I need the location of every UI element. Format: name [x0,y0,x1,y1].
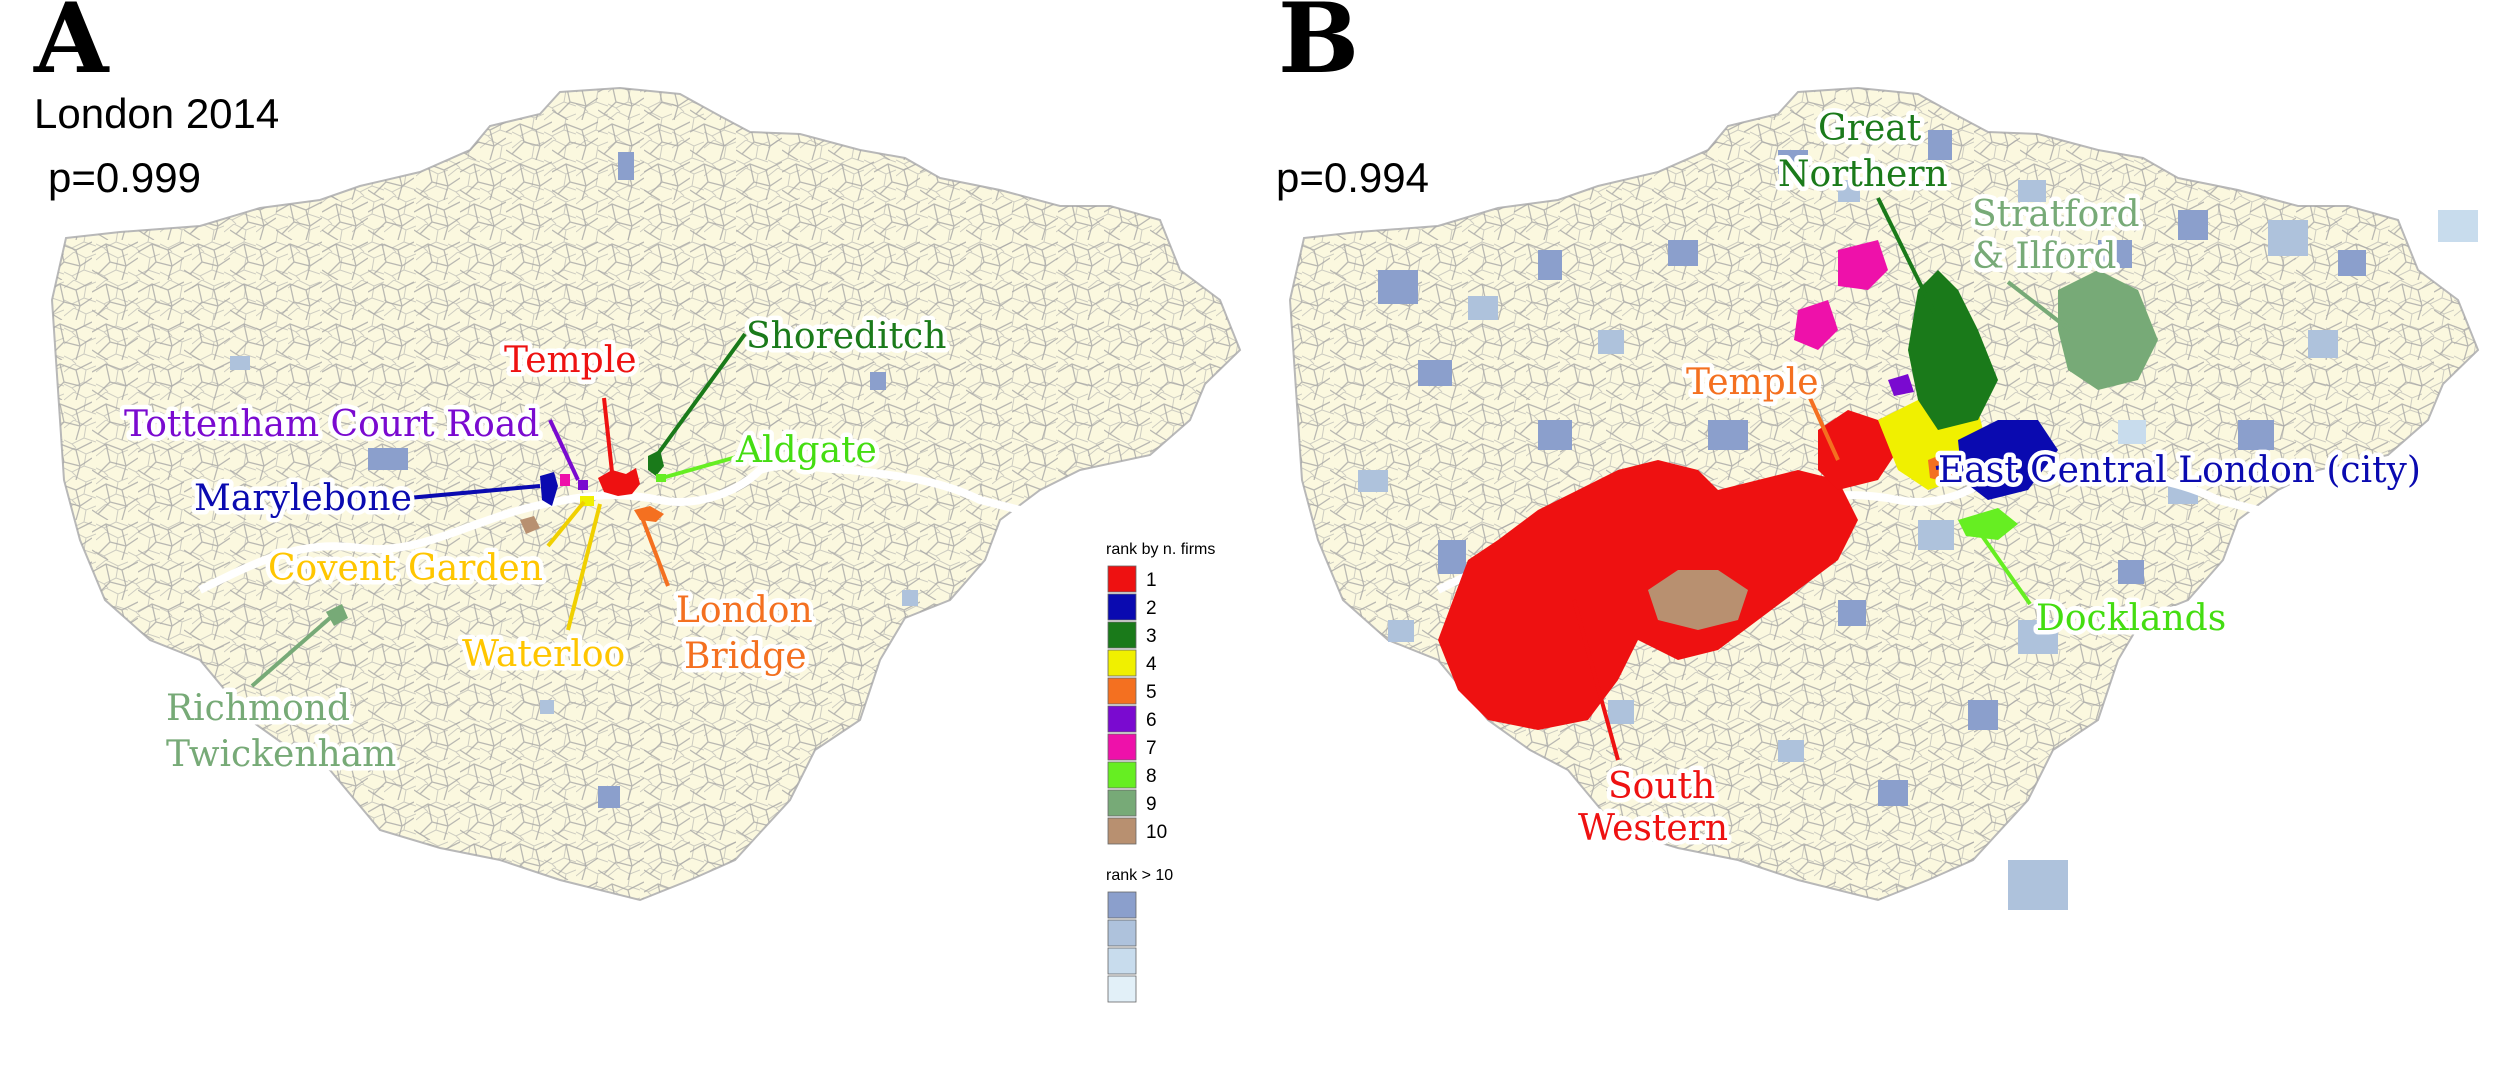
cluster-temple-a [598,468,640,496]
panel-b-p-value: p=0.994 [1276,154,1429,201]
cluster-shoreditch-a [648,450,664,476]
legend-rank-swatches: 1 2 3 4 5 6 7 8 9 10 [1107,565,1167,845]
legend-label-rank-9: 9 [1146,794,1157,815]
thames-river-a [198,461,1081,594]
cluster-aldgate-a [656,474,666,482]
legend-swatch-rank-3 [1107,621,1137,649]
labels-b: Great Northern Stratford & Ilford Temple… [1574,104,2426,854]
cluster-great-northern-b [1908,270,1998,430]
cluster-richmond-a [326,604,348,626]
legend-label-rank-4: 4 [1146,654,1157,675]
legend-label-rank-10: 10 [1146,822,1167,843]
legend-swatch-rank-8 [1107,761,1137,789]
label-marylebone-a: Marylebone [194,478,412,519]
label-ilford-b: & Ilford [1972,236,2116,277]
legend-label-rank-2: 2 [1146,598,1157,619]
legend-gt10-swatches [1107,891,1137,1003]
leader-lines-b [1572,197,2072,761]
panel-b: B p=0.994 [1276,0,2480,910]
legend-title-gt10: rank > 10 [1106,867,1173,884]
cluster-south-western-b [1438,460,1858,730]
cluster-stratford-b [2058,270,2158,390]
label-temple-b: Temple [1686,362,1819,403]
legend-title: rank by n. firms [1106,541,1215,558]
rank-gt10-wards-a [230,152,918,808]
label-london-a: London [676,590,813,631]
legend-swatch-rank-6 [1107,705,1137,733]
label-great-b: Great [1818,108,1922,149]
legend-swatch-gt10-4 [1107,975,1137,1003]
cluster-covent-garden-a [580,496,594,506]
label-western-b: Western [1578,808,1728,849]
panel-a-letter: A [33,0,110,95]
panel-b-letter: B [1278,0,1359,95]
label-south-b: South [1608,766,1715,807]
label-aldgate-a: Aldgate [735,430,877,471]
label-richmond-a: Richmond [166,688,350,729]
legend-swatch-rank-7 [1107,733,1137,761]
panel-a-p-value: p=0.999 [48,154,201,201]
label-tottenham-court-road-a: Tottenham Court Road [124,404,539,445]
legend-label-rank-8: 8 [1146,766,1157,787]
legend-label-rank-3: 3 [1146,626,1157,647]
legend-swatch-gt10-1 [1107,891,1137,919]
legend-label-rank-7: 7 [1146,738,1157,759]
panel-a: A London 2014 p=0.999 [33,0,1242,902]
label-covent-garden-a: Covent Garden [268,548,543,589]
london-map-a [50,86,1242,902]
legend-swatch-rank-2 [1107,593,1137,621]
legend-swatch-rank-5 [1107,677,1137,705]
panel-a-title: London 2014 [34,90,279,137]
label-twickenham-a: Twickenham [166,734,396,775]
cluster-tottenham-a [578,480,588,490]
label-stratford-b: Stratford [1972,194,2140,235]
cluster-marylebone-a [540,472,558,506]
legend-swatch-rank-10 [1107,817,1137,845]
legend-label-rank-6: 6 [1146,710,1157,731]
cluster-east-central-b [1958,420,2058,500]
legend-label-rank-5: 5 [1146,682,1157,703]
label-bridge-a: Bridge [684,636,807,677]
legend: rank by n. firms 1 2 3 4 5 6 7 8 9 10 rank > 10 [1106,541,1215,1003]
label-east-central-b: East Central London (city) [1938,450,2421,491]
cluster-docklands-b [1958,508,2018,540]
labels-a: Temple Shoreditch Tottenham Court Road A… [120,312,951,780]
label-temple-a: Temple [504,340,637,381]
leader-lines-a [250,332,747,688]
label-waterloo-a: Waterloo [462,634,625,675]
legend-swatch-rank-9 [1107,789,1137,817]
legend-swatch-rank-1 [1107,565,1137,593]
label-docklands-b: Docklands [2036,598,2226,639]
label-northern-b: Northern [1778,154,1948,195]
legend-swatch-rank-4 [1107,649,1137,677]
london-map-b [1288,86,2480,910]
legend-swatch-gt10-2 [1107,919,1137,947]
legend-swatch-gt10-3 [1107,947,1137,975]
legend-label-rank-1: 1 [1146,570,1157,591]
label-shoreditch-a: Shoreditch [746,316,946,357]
